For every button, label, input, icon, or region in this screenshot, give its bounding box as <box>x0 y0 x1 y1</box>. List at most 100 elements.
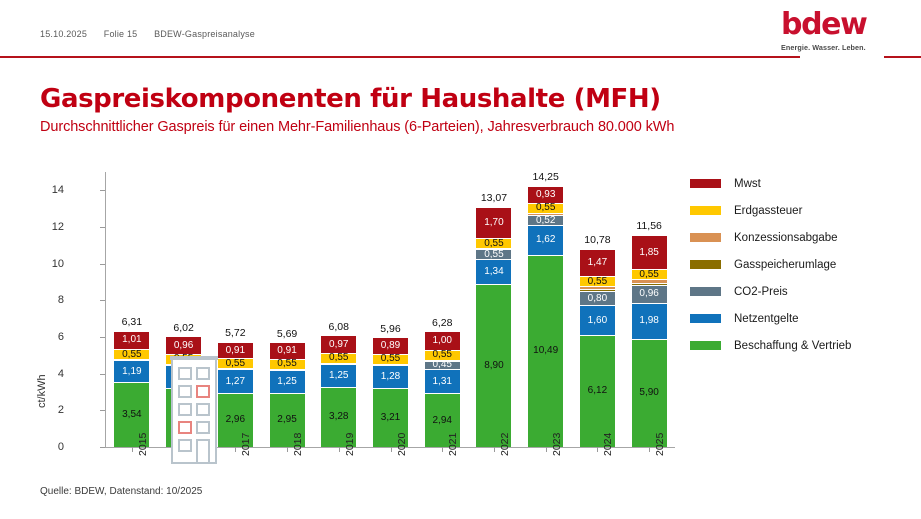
bar-segment[interactable]: 1,25 <box>321 363 357 387</box>
bar-segment-value: 0,55 <box>484 248 504 260</box>
legend-item[interactable]: Gasspeicherumlage <box>690 251 905 278</box>
bar-stack[interactable]: 0,97 0,55 1,25 3,28 6,08 <box>321 321 357 447</box>
header-meta: 15.10.2025 Folie 15 BDEW-Gaspreisanalyse <box>40 29 269 39</box>
bar-segment[interactable] <box>528 212 564 216</box>
bar-segment[interactable]: 0,55 <box>321 352 357 363</box>
bar-segment[interactable]: 1,31 <box>424 369 460 394</box>
bar-segment[interactable]: 10,49 <box>528 254 564 447</box>
bar-stack[interactable]: 0,91 0,55 1,27 2,96 5,72 <box>217 327 253 447</box>
bar-segment[interactable] <box>321 362 357 364</box>
bar-segment[interactable]: 0,55 <box>114 349 150 360</box>
bar-segment[interactable]: 0,55 <box>217 358 253 369</box>
bar-segment[interactable]: 0,55 <box>579 276 615 287</box>
bar-segment-value: 6,12 <box>587 385 608 397</box>
bar-segment[interactable]: 0,52 <box>528 214 564 226</box>
legend-item[interactable]: CO2-Preis <box>690 278 905 305</box>
bar-stack[interactable]: 1,01 0,55 1,19 3,54 6,31 <box>114 316 150 447</box>
bar-segment[interactable]: 1,85 <box>631 235 667 270</box>
legend-color-swatch <box>690 287 721 296</box>
bar-segment-value: 0,91 <box>277 345 297 357</box>
legend-item[interactable]: Konzessionsabgabe <box>690 224 905 251</box>
bar-segment[interactable]: 1,01 <box>114 330 150 350</box>
x-axis-tick-label: 2018 <box>292 432 305 456</box>
bar-segment[interactable]: 1,70 <box>476 206 512 239</box>
bar-segment[interactable]: 0,55 <box>528 202 564 213</box>
bar-segment[interactable]: 2,96 <box>217 392 253 447</box>
legend-item-label: Netzentgelte <box>734 312 799 325</box>
bar-segment[interactable]: 1,34 <box>476 259 512 284</box>
bar-segment[interactable] <box>373 363 408 365</box>
bar-segment-value: 1,25 <box>329 369 349 381</box>
bar-segment-value: 2,96 <box>225 414 246 426</box>
bar-stack[interactable]: 1,85 0,55 0,96 1,98 5,90 11,56 <box>631 220 667 447</box>
legend-item[interactable]: Netzentgelte <box>690 305 905 332</box>
bar-stack[interactable]: 1,70 0,55 0,55 1,34 8,90 13,07 <box>476 192 512 447</box>
bar-segment[interactable]: 0,55 <box>631 268 667 280</box>
bar-segment[interactable]: 1,00 <box>424 331 460 350</box>
bar-segment[interactable]: 1,27 <box>217 369 253 393</box>
x-axis-tick-label: 2020 <box>395 432 408 456</box>
bar-segment[interactable] <box>424 359 460 361</box>
bar-stack[interactable]: 0,89 0,55 1,28 3,21 5,96 <box>373 323 408 447</box>
bar-segment[interactable] <box>579 288 615 291</box>
y-axis-tick-mark <box>100 410 105 412</box>
bar-segment[interactable]: 1,28 <box>373 364 408 389</box>
bar-segment[interactable]: 0,96 <box>166 336 202 354</box>
bar-segment[interactable]: 3,21 <box>373 388 408 447</box>
bar-stack[interactable]: 1,47 0,55 0,80 1,60 6,12 10,78 <box>579 234 615 447</box>
bar-segment[interactable] <box>631 282 667 285</box>
bar-segment-value: 1,01 <box>122 334 142 346</box>
bar-segment[interactable]: 0,91 <box>269 342 305 359</box>
bar-segment-value: 0,91 <box>225 344 246 356</box>
bar-stack[interactable]: 0,91 0,55 1,25 2,95 5,69 <box>269 328 305 447</box>
bar-segment[interactable]: 0,91 <box>217 341 253 359</box>
bar-segment[interactable]: 0,55 <box>373 353 408 364</box>
bar-segment[interactable]: 5,90 <box>631 338 667 447</box>
bar-segment[interactable]: 1,25 <box>269 370 305 393</box>
legend-item-label: Beschaffung & Vertrieb <box>734 339 852 352</box>
bar-segment[interactable]: 0,93 <box>528 185 564 203</box>
y-axis-tick-mark <box>100 300 105 302</box>
bar-segment[interactable]: 1,60 <box>579 305 615 335</box>
bar-segment[interactable] <box>631 279 667 283</box>
bar-segment-value: 3,21 <box>380 412 401 424</box>
legend-item[interactable]: Mwst <box>690 170 905 197</box>
bar-segment[interactable]: 0,55 <box>269 358 305 370</box>
legend-item[interactable]: Erdgassteuer <box>690 197 905 224</box>
legend-item-label: Erdgassteuer <box>734 204 803 217</box>
bar-segment[interactable]: 3,54 <box>114 382 150 447</box>
bar-segment[interactable]: 0,89 <box>373 337 408 354</box>
bar-segment[interactable]: 3,28 <box>321 386 357 447</box>
bar-segment[interactable]: 8,90 <box>476 283 512 447</box>
bar-total-label: 13,07 <box>480 192 508 205</box>
bar-segment[interactable]: 0,55 <box>476 238 512 249</box>
bar-segment[interactable] <box>114 359 150 361</box>
bar-segment[interactable]: 1,98 <box>631 302 667 339</box>
apartment-building-icon <box>170 356 218 464</box>
bar-segment[interactable]: 0,45 <box>424 360 460 370</box>
bar-total-label: 5,96 <box>380 322 401 335</box>
bar-segment[interactable]: 0,80 <box>579 290 615 306</box>
bar-segment[interactable]: 0,96 <box>631 284 667 303</box>
bar-stack[interactable]: 1,00 0,55 0,45 1,31 2,94 6,28 <box>424 317 460 447</box>
bar-segment[interactable]: 1,47 <box>579 249 615 277</box>
bar-segment[interactable]: 6,12 <box>579 334 615 447</box>
bar-segment[interactable] <box>476 248 512 250</box>
bar-segment-value: 0,55 <box>639 268 659 280</box>
bar-segment[interactable] <box>579 286 615 289</box>
bar-segment[interactable]: 1,62 <box>528 225 564 255</box>
bar-segment-value: 3,54 <box>122 409 142 421</box>
bar-segment[interactable]: 2,95 <box>269 392 305 447</box>
y-axis-tick-label: 4 <box>57 367 64 380</box>
bar-segment[interactable]: 1,19 <box>114 360 150 383</box>
bar-segment[interactable] <box>217 368 253 370</box>
bar-segment[interactable]: 0,55 <box>476 248 512 260</box>
bar-segment[interactable]: 0,97 <box>321 335 357 353</box>
bar-segment-value: 1,31 <box>432 375 452 387</box>
bar-stack[interactable]: 0,93 0,55 0,52 1,62 10,49 14,25 <box>528 171 564 447</box>
legend-item[interactable]: Beschaffung & Vertrieb <box>690 332 905 359</box>
bar-segment[interactable]: 2,94 <box>424 393 460 447</box>
bar-segment-value: 0,52 <box>535 214 556 226</box>
bar-segment[interactable] <box>269 369 305 371</box>
bar-segment[interactable]: 0,55 <box>424 349 460 360</box>
